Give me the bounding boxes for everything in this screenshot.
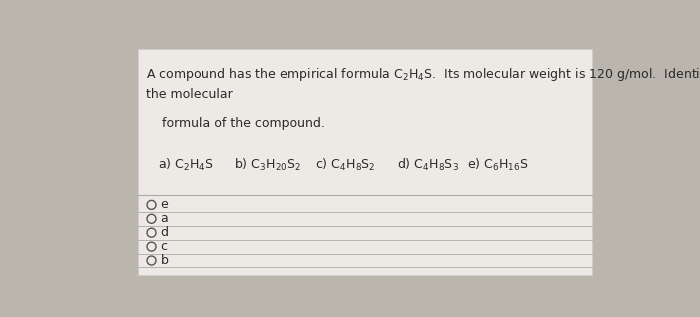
Text: e: e (161, 198, 169, 211)
Text: b) C$_3$H$_{20}$S$_2$: b) C$_3$H$_{20}$S$_2$ (234, 156, 301, 172)
Text: a: a (161, 212, 169, 225)
Text: formula of the compound.: formula of the compound. (162, 117, 326, 130)
Text: e) C$_6$H$_{16}$S: e) C$_6$H$_{16}$S (468, 156, 528, 172)
Text: c: c (161, 240, 168, 253)
Text: the molecular: the molecular (146, 88, 233, 101)
FancyBboxPatch shape (138, 49, 592, 275)
Text: d: d (161, 226, 169, 239)
Text: c) C$_4$H$_8$S$_2$: c) C$_4$H$_8$S$_2$ (315, 156, 376, 172)
Text: a) C$_2$H$_4$S: a) C$_2$H$_4$S (158, 156, 214, 172)
Text: b: b (161, 254, 169, 267)
Text: d) C$_4$H$_8$S$_3$: d) C$_4$H$_8$S$_3$ (397, 156, 458, 172)
Text: A compound has the empirical formula C$_2$H$_4$S.  Its molecular weight is 120 g: A compound has the empirical formula C$_… (146, 66, 700, 83)
